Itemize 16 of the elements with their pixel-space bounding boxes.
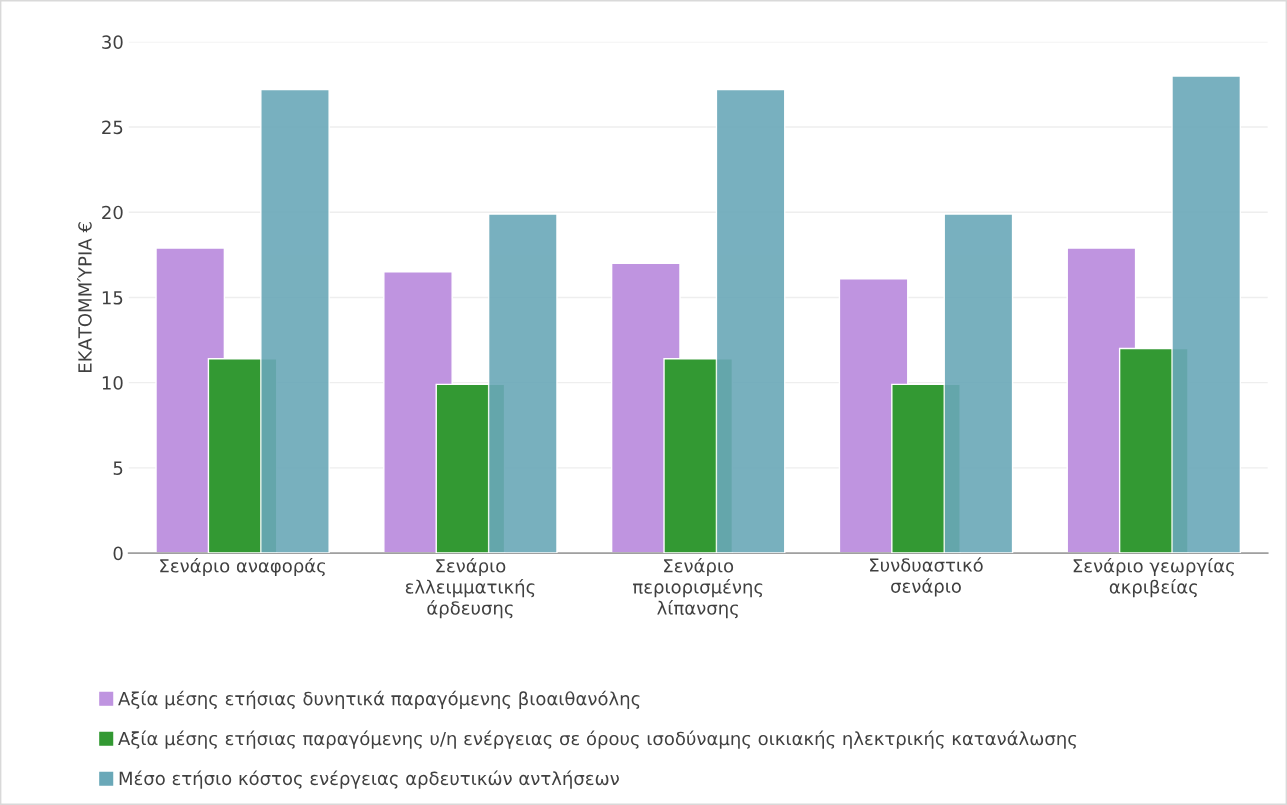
y-tick-label: 0 bbox=[113, 546, 123, 561]
y-axis-title: ΕΚΑΤΟΜΜΎΡΙΑ € bbox=[77, 222, 92, 373]
x-tick-label: Συνδυαστικό σενάριο bbox=[870, 557, 983, 597]
y-tick-label: 10 bbox=[102, 376, 123, 390]
legend-label: Αξία μέσης ετήσιας παραγόμενης υ/η ενέργειας σε όρους ισοδύναμης οικιακής ηλεκτρικής κατανάλωσης bbox=[118, 730, 1077, 749]
x-tick-label: Σενάριο γεωργίας ακριβείας bbox=[1073, 557, 1234, 598]
y-tick-label: 20 bbox=[102, 205, 123, 220]
x-tick-label: Σενάριο ελλειμματικής άρδευσης bbox=[405, 557, 535, 619]
x-tick-label: Σενάριο αναφοράς bbox=[160, 557, 325, 577]
legend-label: Αξία μέσης ετήσιας δυνητικά παραγόμενης βιοαιθανόλης bbox=[118, 690, 640, 709]
y-tick-label: 5 bbox=[113, 461, 123, 475]
x-tick-label: Σενάριο περιορισμένης λίπανσης bbox=[633, 557, 763, 619]
y-tick-label: 30 bbox=[102, 35, 123, 49]
legend-label: Μέσο ετήσιο κόστος ενέργειας αρδευτικών αντλήσεων bbox=[119, 770, 619, 789]
y-tick-label: 25 bbox=[102, 120, 123, 135]
y-tick-label: 15 bbox=[102, 291, 123, 305]
